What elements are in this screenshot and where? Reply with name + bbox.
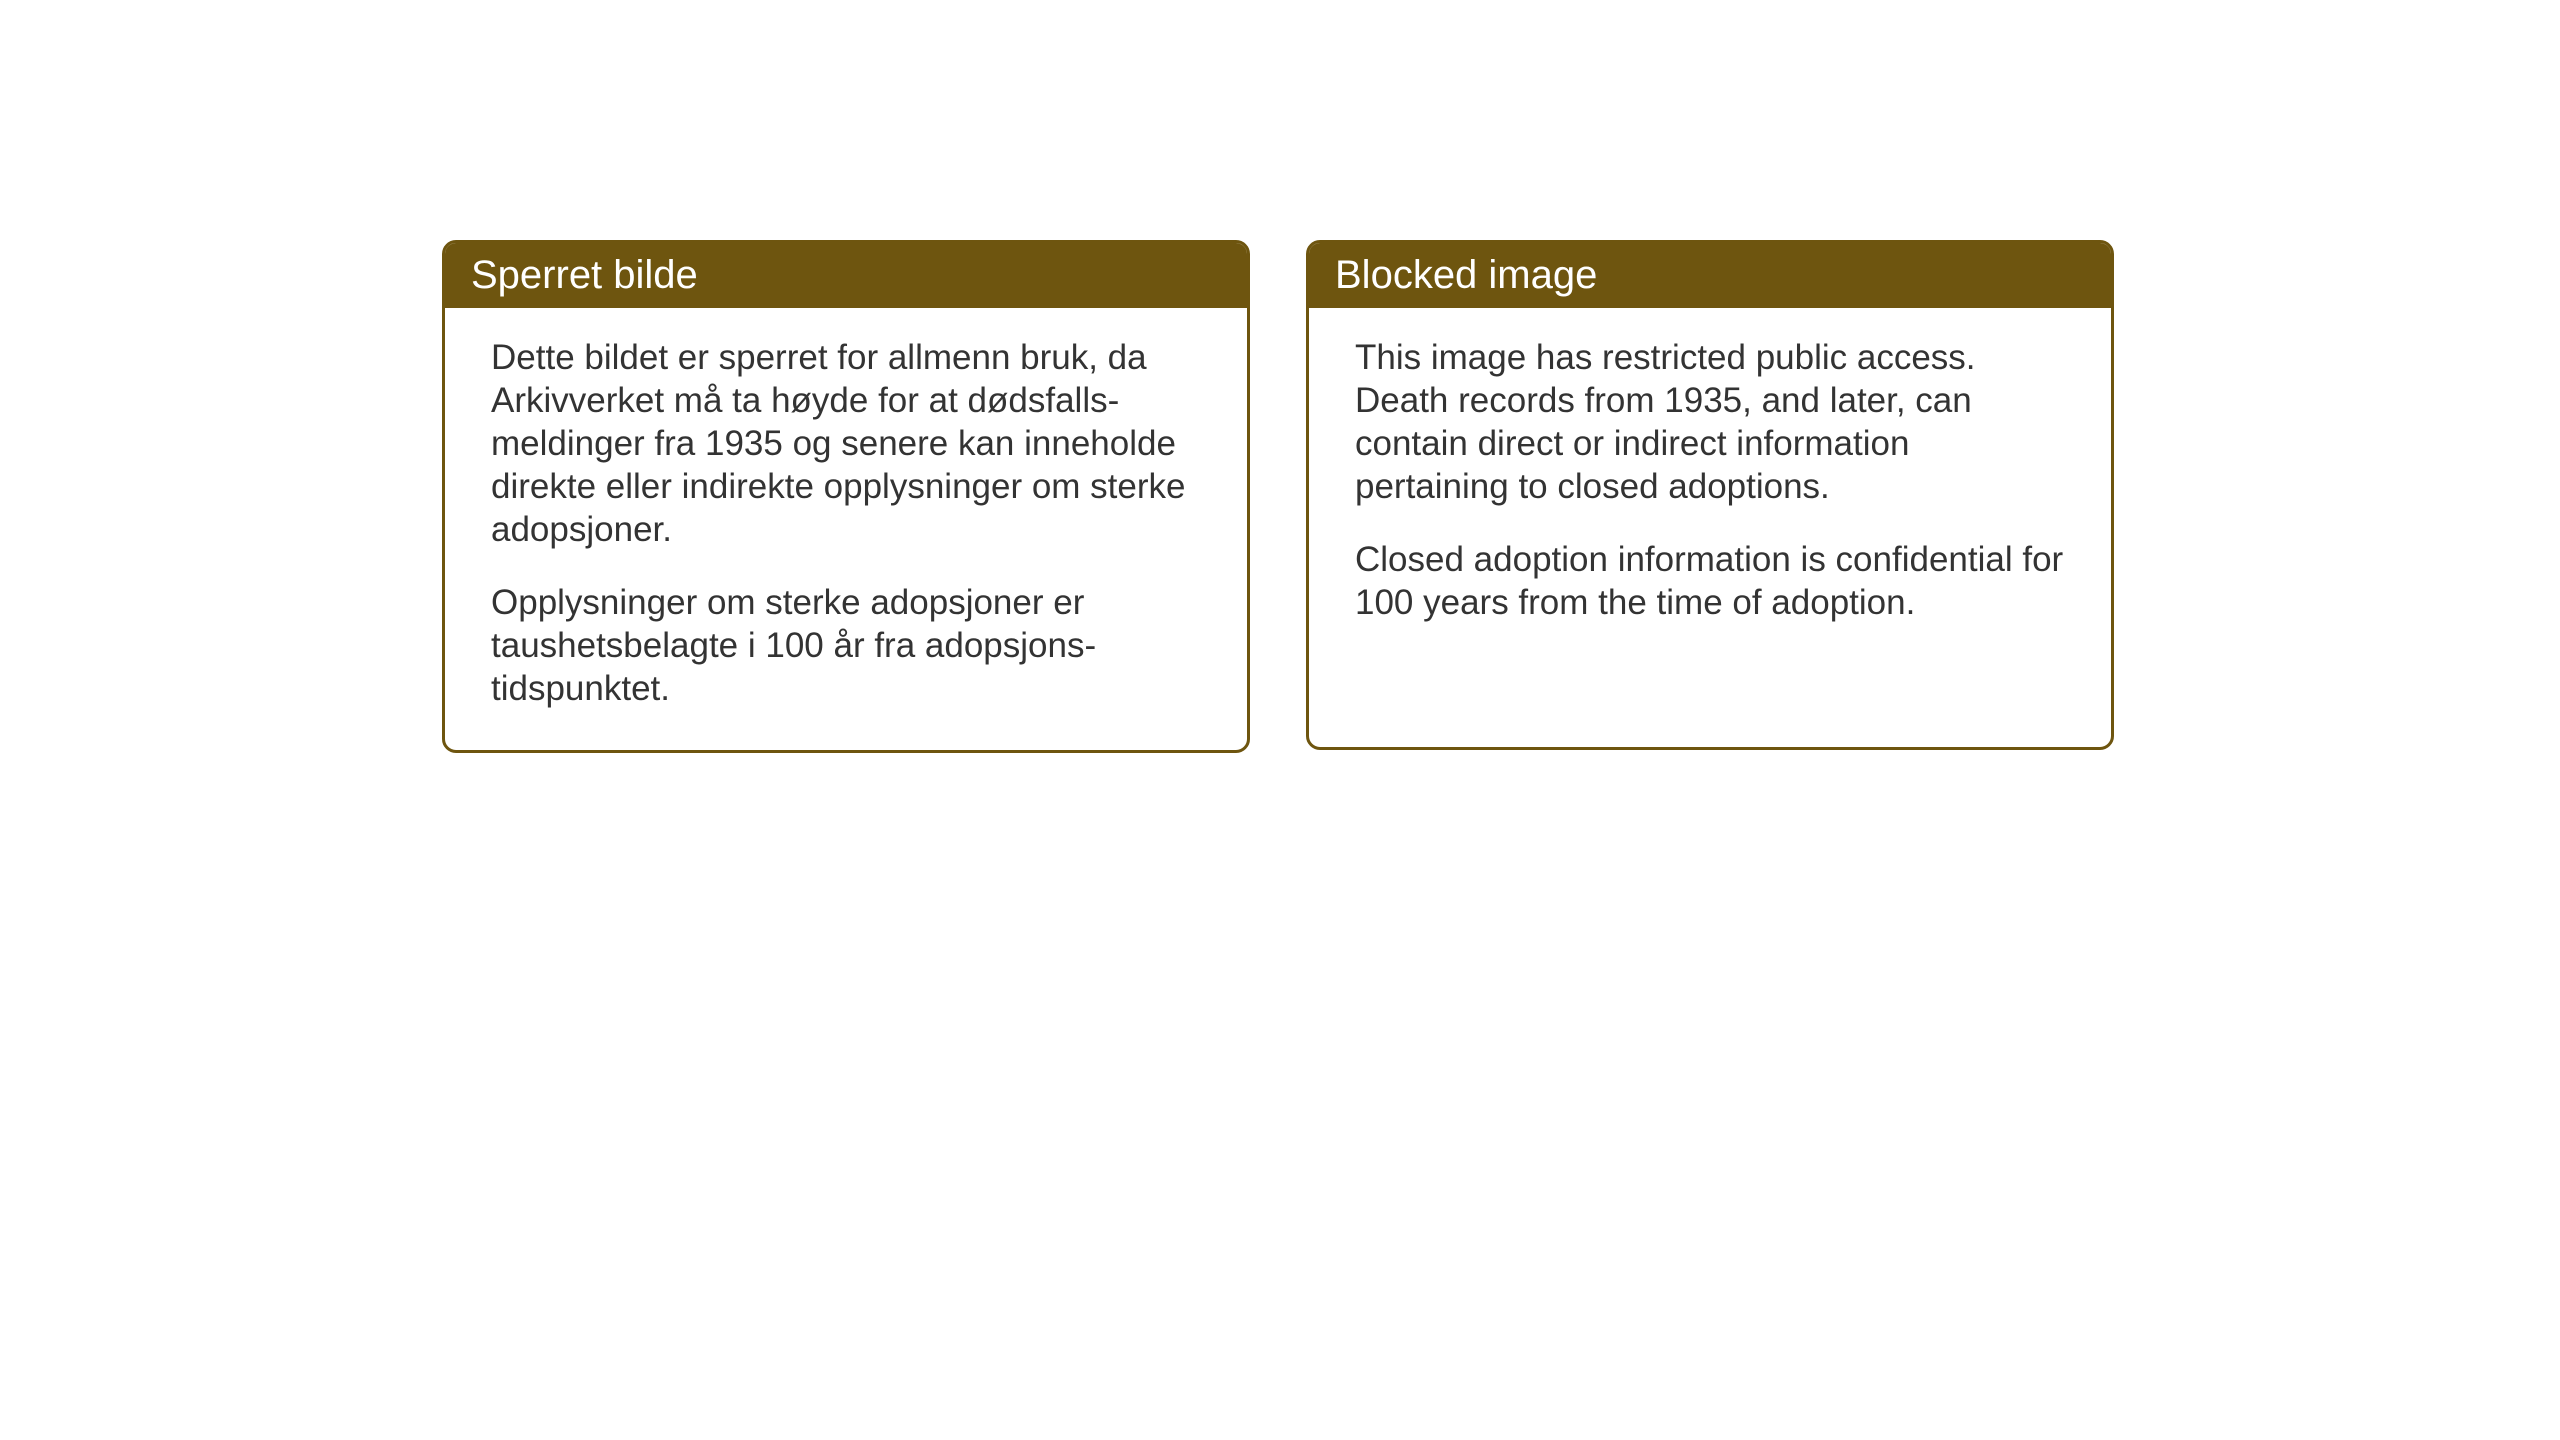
english-paragraph-1: This image has restricted public access.… bbox=[1355, 336, 2065, 508]
english-notice-card: Blocked image This image has restricted … bbox=[1306, 240, 2114, 750]
norwegian-paragraph-2: Opplysninger om sterke adopsjoner er tau… bbox=[491, 581, 1201, 710]
norwegian-card-title: Sperret bilde bbox=[445, 243, 1247, 308]
norwegian-paragraph-1: Dette bildet er sperret for allmenn bruk… bbox=[491, 336, 1201, 551]
norwegian-notice-card: Sperret bilde Dette bildet er sperret fo… bbox=[442, 240, 1250, 753]
notice-container: Sperret bilde Dette bildet er sperret fo… bbox=[442, 240, 2114, 753]
english-paragraph-2: Closed adoption information is confident… bbox=[1355, 538, 2065, 624]
english-card-title: Blocked image bbox=[1309, 243, 2111, 308]
english-card-body: This image has restricted public access.… bbox=[1309, 308, 2111, 664]
norwegian-card-body: Dette bildet er sperret for allmenn bruk… bbox=[445, 308, 1247, 750]
